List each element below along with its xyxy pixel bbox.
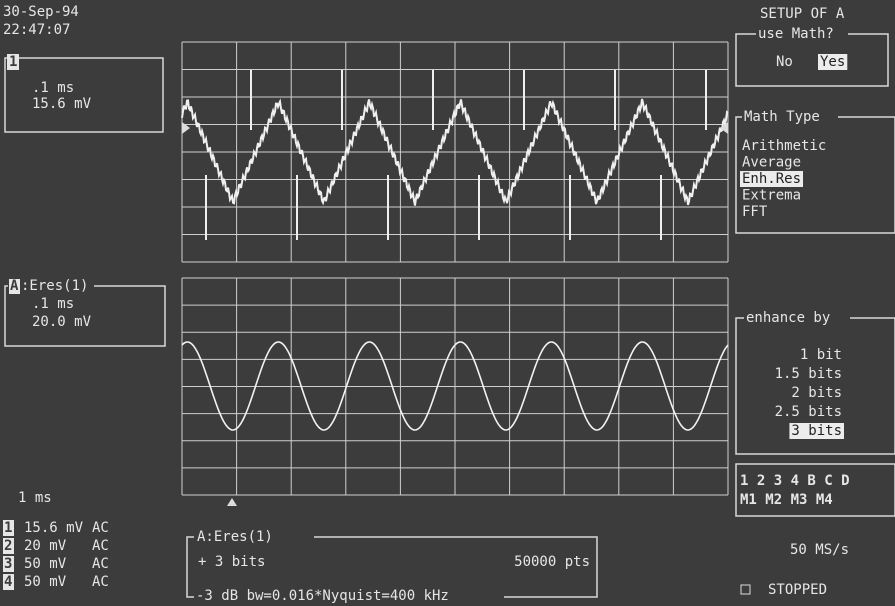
channel-coupling: AC bbox=[92, 538, 109, 554]
channel-badge bbox=[3, 556, 14, 572]
math-info-bandwidth: -3 dB bw=0.016*Nyquist=400 kHz bbox=[196, 588, 449, 604]
channel-badge bbox=[3, 538, 14, 554]
traceA-id: A bbox=[10, 278, 19, 294]
channel-badge bbox=[3, 520, 14, 536]
channel-list: 1 15.6 mV AC 2 20 mV AC 3 50 mV AC 4 50 mV AC bbox=[3, 520, 109, 590]
sample-rate: 50 MS/s bbox=[790, 542, 849, 558]
math-info-points: 50000 pts bbox=[514, 554, 590, 570]
use-math-options: No Yes bbox=[776, 54, 848, 70]
sources-row1[interactable]: 1 2 3 4 B C D bbox=[740, 473, 850, 489]
raw-trace bbox=[181, 70, 729, 240]
enhance-label-bg bbox=[744, 310, 850, 326]
menu-option[interactable]: 2 bits bbox=[791, 385, 842, 401]
menu-option[interactable]: 2.5 bits bbox=[775, 404, 842, 420]
use-math-label: use Math? bbox=[758, 26, 834, 42]
menu-title: SETUP OF A bbox=[760, 6, 845, 22]
timebase: 1 ms bbox=[18, 490, 52, 506]
channel-coupling: AC bbox=[92, 520, 109, 536]
channel-scale: 50 mV bbox=[24, 574, 67, 590]
trace1-timebase: .1 ms bbox=[32, 80, 74, 96]
grids bbox=[181, 41, 729, 496]
menu-option[interactable]: Arithmetic bbox=[742, 138, 826, 154]
channel-scale: 50 mV bbox=[24, 556, 67, 572]
date: 30-Sep-94 bbox=[3, 4, 79, 20]
channel-id: 3 bbox=[4, 556, 12, 572]
menu-option[interactable]: No bbox=[776, 54, 793, 70]
menu-option-selected[interactable]: Enh.Res bbox=[742, 171, 801, 187]
time: 22:47:07 bbox=[3, 22, 70, 38]
sources-box bbox=[735, 463, 895, 517]
trace1-id: 1 bbox=[9, 54, 17, 70]
selection-highlight bbox=[818, 54, 848, 70]
traceA-scale: 20.0 mV bbox=[32, 314, 92, 330]
math-trace bbox=[181, 341, 729, 431]
channel-id: 1 bbox=[4, 520, 12, 536]
trace1-badge bbox=[7, 54, 19, 70]
channel-coupling: AC bbox=[92, 556, 109, 572]
enhance-options: 1 bit 1.5 bits 2 bits 2.5 bits 3 bits bbox=[775, 347, 844, 439]
selection-highlight bbox=[789, 423, 844, 439]
channel-scale: 15.6 mV bbox=[24, 520, 84, 536]
trace1-scale: 15.6 mV bbox=[32, 96, 92, 112]
use-math-label-bg bbox=[756, 26, 848, 42]
menu-option[interactable]: 1.5 bits bbox=[775, 366, 842, 382]
menu-option-selected[interactable]: 3 bits bbox=[791, 423, 842, 439]
math-info-title: A:Eres(1) bbox=[197, 529, 273, 545]
traceA-name: :Eres(1) bbox=[21, 278, 88, 294]
traceA-title-bg bbox=[8, 278, 94, 294]
channel-id: 4 bbox=[4, 574, 12, 590]
traceA-badge bbox=[9, 279, 20, 294]
math-type-label-bg bbox=[742, 109, 838, 125]
selection-highlight bbox=[740, 171, 804, 187]
menu-option[interactable]: FFT bbox=[742, 204, 768, 220]
status-state: STOPPED bbox=[768, 582, 827, 598]
channel-id: 2 bbox=[4, 538, 12, 554]
menu-option[interactable]: 1 bit bbox=[800, 347, 842, 363]
channel-scale: 20 mV bbox=[24, 538, 67, 554]
enhance-label: enhance by bbox=[746, 310, 830, 326]
traceA-timebase: .1 ms bbox=[32, 296, 74, 312]
sources-row2[interactable]: M1 M2 M3 M4 bbox=[740, 492, 833, 508]
menu-option[interactable]: Average bbox=[742, 155, 801, 171]
menu-option-selected[interactable]: Yes bbox=[820, 54, 845, 70]
channel-coupling: AC bbox=[92, 574, 109, 590]
menu-option[interactable]: Extrema bbox=[742, 188, 801, 204]
status-square bbox=[740, 584, 751, 595]
math-info-bw-bg bbox=[194, 588, 504, 604]
math-info-bits: + 3 bits bbox=[198, 554, 265, 570]
channel-badge bbox=[3, 574, 14, 590]
trace1-box bbox=[4, 57, 164, 133]
math-info-title-bg bbox=[194, 529, 314, 545]
math-type-label: Math Type bbox=[744, 109, 820, 125]
